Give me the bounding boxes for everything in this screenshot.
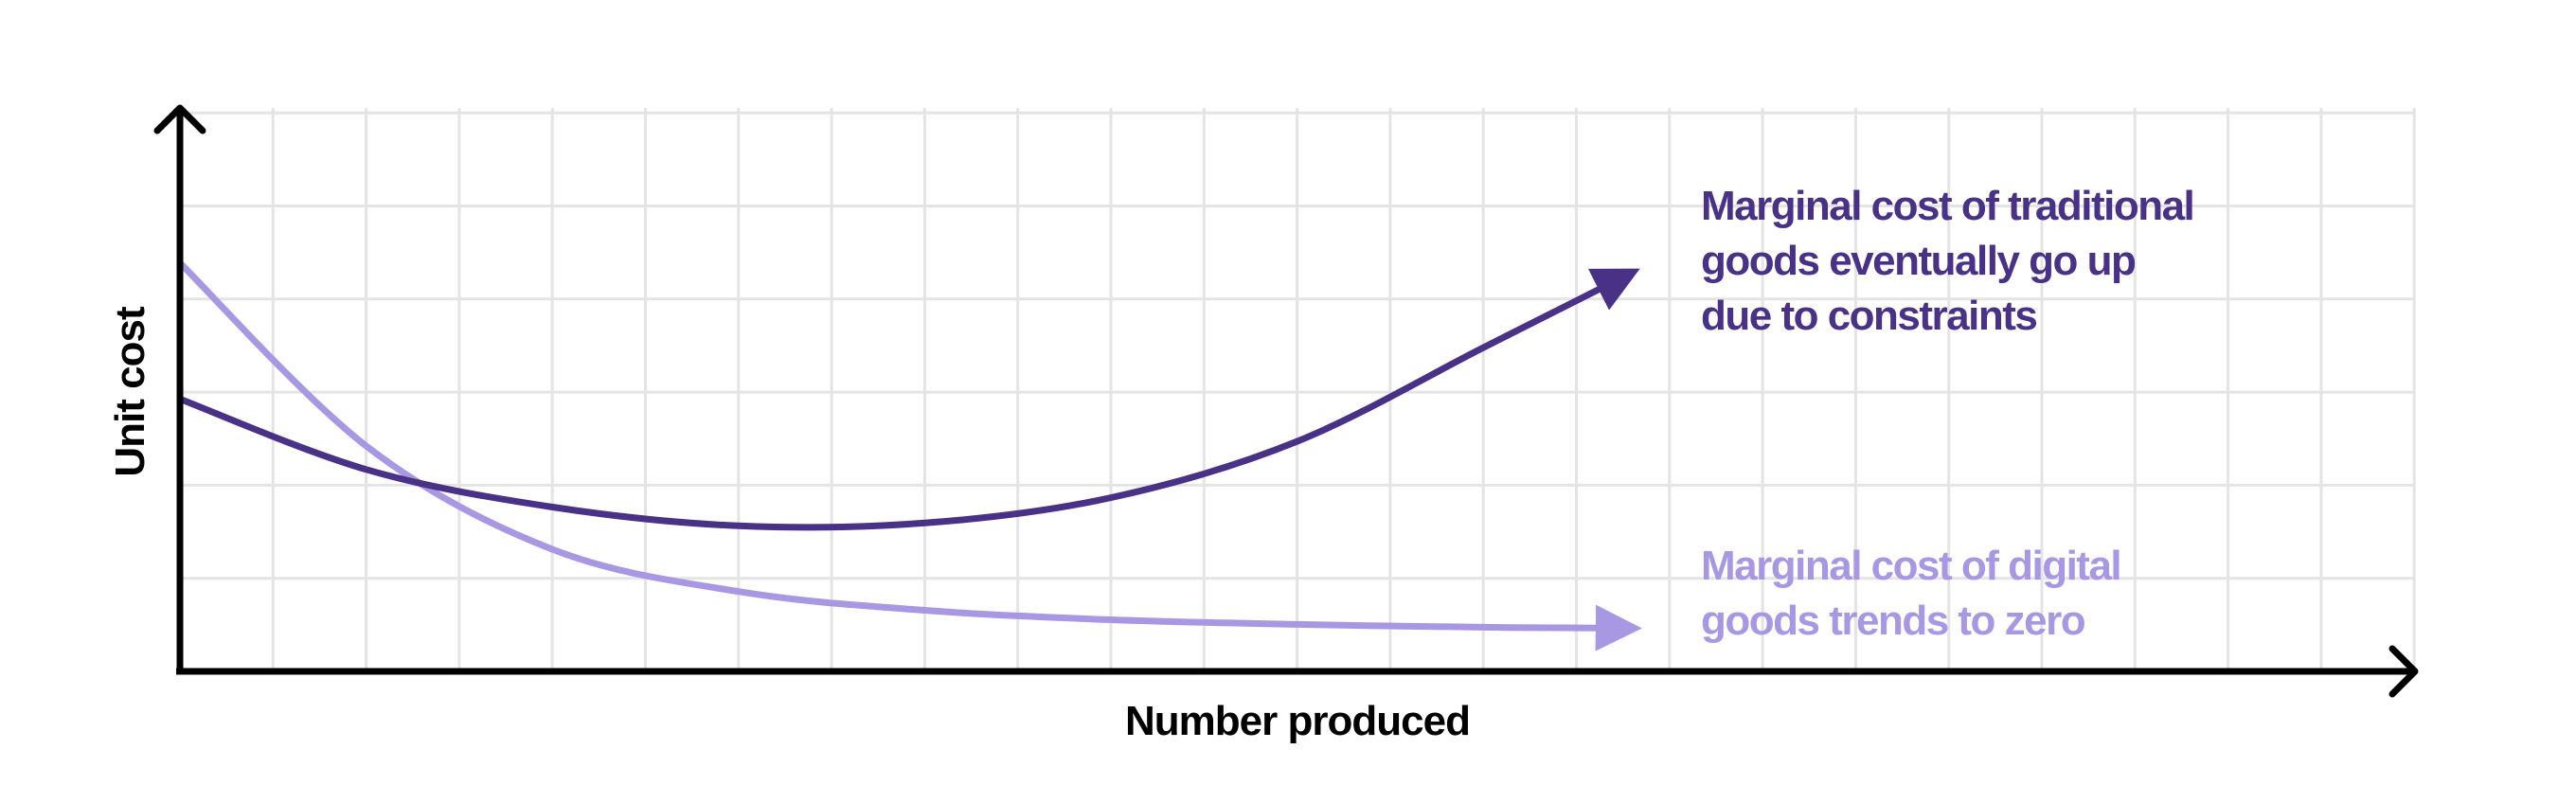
- series-layer: [176, 259, 1642, 651]
- x-axis-title: Number produced: [1125, 698, 1470, 744]
- label-line: Marginal cost of digital: [1701, 543, 2120, 589]
- series-line-digital-goods: [176, 259, 1642, 651]
- label-digital-goods: Marginal cost of digital goods trends to …: [1701, 543, 2120, 644]
- label-traditional-goods: Marginal cost of traditional goods eventu…: [1701, 183, 2193, 339]
- y-axis-title: Unit cost: [107, 306, 153, 477]
- label-line: goods trends to zero: [1701, 598, 2085, 644]
- label-line: due to constraints: [1701, 293, 2036, 339]
- axes: [153, 104, 2419, 698]
- label-line: Marginal cost of traditional: [1701, 183, 2193, 229]
- x-axis-arrow-icon: [2388, 645, 2419, 698]
- label-line: goods eventually go up: [1701, 238, 2136, 284]
- series-labels: Marginal cost of traditional goods eventu…: [1701, 183, 2195, 644]
- grid: [178, 108, 2416, 673]
- y-axis-arrow-icon: [153, 104, 206, 134]
- series-line-traditional-goods: [176, 268, 1640, 531]
